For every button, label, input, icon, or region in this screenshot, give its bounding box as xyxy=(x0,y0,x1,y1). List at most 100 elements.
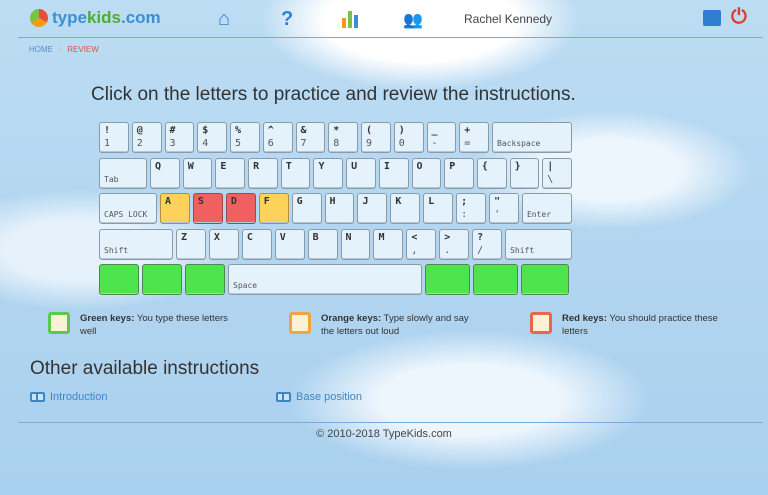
key-h[interactable]: H xyxy=(324,193,355,224)
key-m[interactable]: M xyxy=(373,228,404,260)
key-symbol[interactable]: " ' xyxy=(489,193,519,224)
key-symbol[interactable]: { xyxy=(476,157,507,189)
key-label: F xyxy=(263,196,270,207)
key-symbol[interactable]: & 7 xyxy=(295,122,326,153)
key-tab[interactable]: Tab xyxy=(99,157,147,189)
key-n[interactable]: N xyxy=(340,228,371,260)
key-symbol[interactable]: * 8 xyxy=(328,122,358,153)
keyboard-row: ! 1 @2 #3 $4% 5 ^ 6 & 7 * 8(9) 0 _ - + = Backspace xyxy=(99,122,572,153)
key-symbol[interactable]: | \ xyxy=(542,157,572,189)
key-symbol[interactable]: <, xyxy=(406,228,437,260)
key-symbol[interactable]: ? / xyxy=(472,228,503,260)
key-i[interactable]: I xyxy=(378,157,409,189)
key-label: & xyxy=(300,125,307,136)
key-label: , xyxy=(411,244,418,256)
logo-text: .com xyxy=(121,8,161,27)
key-k[interactable]: K xyxy=(390,193,421,224)
key-p[interactable]: P xyxy=(444,157,474,189)
link-label[interactable]: Base position xyxy=(296,391,363,403)
key-symbol[interactable]: @2 xyxy=(131,122,162,153)
key-o[interactable]: O xyxy=(411,157,442,189)
key-label: * xyxy=(333,125,340,136)
key-symbol[interactable]: + = xyxy=(459,122,489,153)
link-base-position[interactable]: Base position xyxy=(276,391,362,403)
key-symbol[interactable]: ;: xyxy=(456,193,487,224)
key-w[interactable]: W xyxy=(182,157,213,189)
legend-red: Red keys: You should practice these lett… xyxy=(530,312,722,338)
key-label: 4 xyxy=(202,138,209,149)
key-blank[interactable] xyxy=(425,264,470,295)
key-u[interactable]: U xyxy=(346,157,376,189)
key-symbol[interactable]: $4 xyxy=(197,122,227,153)
key-label: L xyxy=(428,196,435,207)
key-symbol[interactable]: #3 xyxy=(164,122,195,153)
users-icon[interactable]: 👥 xyxy=(403,12,423,29)
footer-divider xyxy=(18,422,763,423)
profile-card-icon[interactable] xyxy=(703,10,721,26)
key-y[interactable]: Y xyxy=(313,157,344,189)
home-icon[interactable]: ⌂ xyxy=(218,8,231,30)
key-g[interactable]: G xyxy=(291,193,322,224)
key-symbol[interactable]: _ - xyxy=(426,122,457,153)
key-shift[interactable]: Shift xyxy=(99,228,173,260)
legend-title: Orange keys: xyxy=(321,313,382,324)
key-label: 1 xyxy=(104,138,111,149)
key-q[interactable]: Q xyxy=(150,157,180,189)
key-backspace[interactable]: Backspace xyxy=(492,122,572,153)
key-symbol[interactable]: } xyxy=(509,157,540,189)
key-label: S xyxy=(197,196,204,207)
key-symbol[interactable]: ! 1 xyxy=(99,122,129,153)
key-label: Backspace xyxy=(497,139,541,148)
key-caps-lock[interactable]: CAPS LOCK xyxy=(99,193,157,224)
key-label: | xyxy=(547,160,554,172)
key-symbol[interactable]: >. xyxy=(439,228,470,260)
key-v[interactable]: V xyxy=(274,228,305,260)
stats-icon[interactable] xyxy=(342,10,358,28)
key-j[interactable]: J xyxy=(357,193,388,224)
key-label: ! xyxy=(104,125,111,136)
logo[interactable]: typekids.com xyxy=(30,8,161,28)
key-r[interactable]: R xyxy=(248,157,278,189)
power-icon[interactable]: ⏻ xyxy=(731,6,747,28)
key-label: 0 xyxy=(398,138,405,149)
key-label: D xyxy=(230,196,237,207)
key-label: = xyxy=(464,138,471,149)
key-symbol[interactable]: (9 xyxy=(361,122,391,153)
key-symbol[interactable]: % 5 xyxy=(230,122,260,153)
key-t[interactable]: T xyxy=(280,157,311,189)
key-blank[interactable] xyxy=(521,264,569,295)
key-symbol[interactable]: ) 0 xyxy=(393,122,424,153)
key-s[interactable]: S xyxy=(192,193,223,224)
user-name[interactable]: Rachel Kennedy xyxy=(464,12,553,26)
key-blank[interactable] xyxy=(99,264,139,295)
key-e[interactable]: E xyxy=(215,157,246,189)
key-symbol[interactable]: ^ 6 xyxy=(262,122,293,153)
key-f[interactable]: F xyxy=(258,193,289,224)
key-label: G xyxy=(296,196,303,207)
keyboard-row: Tab Q W E R T Y U I O P {} | \ xyxy=(99,157,572,189)
key-label: % xyxy=(235,125,242,136)
key-c[interactable]: C xyxy=(241,228,272,260)
key-l[interactable]: L xyxy=(423,193,454,224)
orange-swatch xyxy=(289,312,311,334)
breadcrumb-home[interactable]: HOME xyxy=(29,45,53,54)
key-label: Enter xyxy=(526,210,552,219)
link-introduction[interactable]: Introduction xyxy=(30,391,107,403)
key-space[interactable]: Space xyxy=(228,264,422,295)
link-label[interactable]: Introduction xyxy=(50,391,108,403)
key-blank[interactable] xyxy=(473,264,518,295)
header-divider xyxy=(18,37,763,38)
key-z[interactable]: Z xyxy=(176,228,206,260)
key-shift[interactable]: Shift xyxy=(505,228,573,260)
key-x[interactable]: X xyxy=(208,228,239,260)
key-label: 5 xyxy=(235,138,242,149)
key-blank[interactable] xyxy=(185,264,225,295)
key-b[interactable]: B xyxy=(307,228,338,260)
green-swatch xyxy=(48,312,70,334)
key-enter[interactable]: Enter xyxy=(521,193,572,224)
key-blank[interactable] xyxy=(142,264,182,295)
key-d[interactable]: D xyxy=(225,193,256,224)
key-label: / xyxy=(477,244,484,256)
help-icon[interactable]: ? xyxy=(281,8,294,30)
key-a[interactable]: A xyxy=(160,193,190,224)
